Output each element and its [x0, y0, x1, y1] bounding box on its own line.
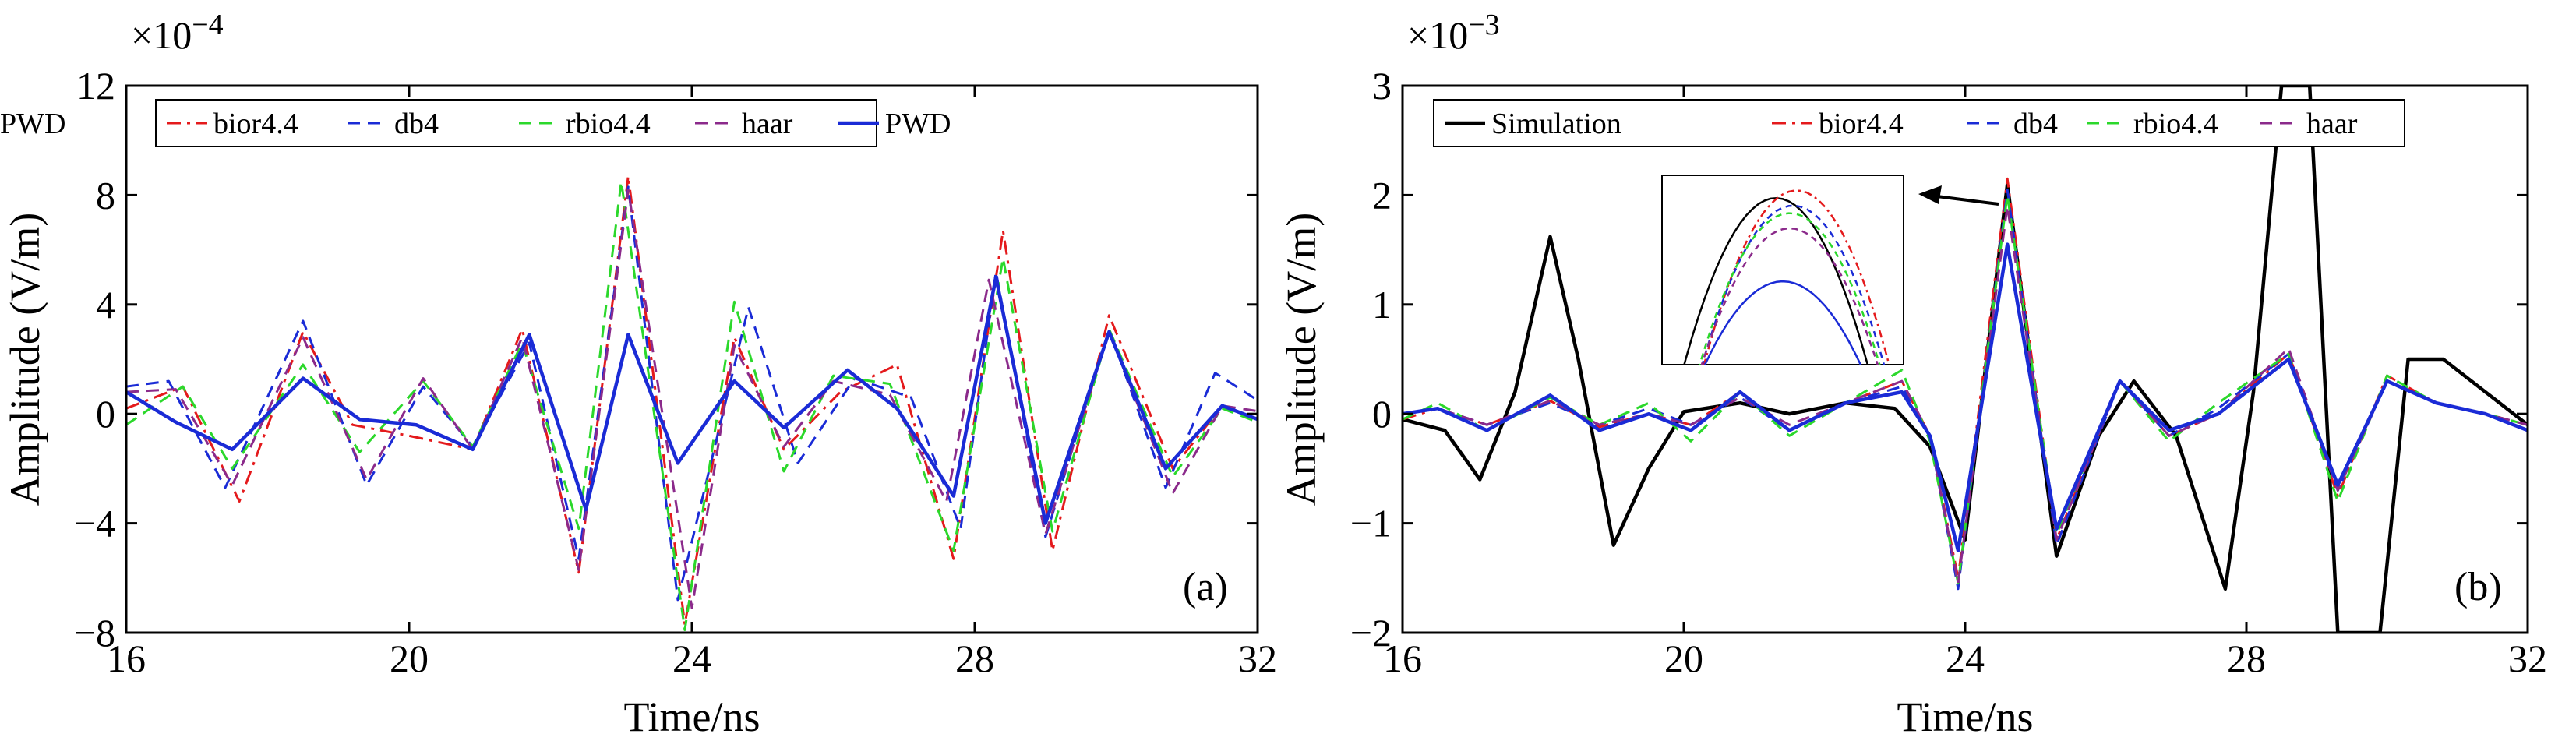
series-group — [1403, 86, 2528, 633]
y-tick-label: 1 — [1372, 283, 1392, 326]
legend-label: db4 — [2013, 108, 2058, 140]
legend-label: PWD — [0, 108, 65, 140]
x-tick-label: 32 — [1238, 637, 1277, 680]
legend-label: db4 — [394, 108, 439, 140]
series-group — [126, 175, 1258, 631]
x-axis-label: Time/ns — [623, 693, 760, 740]
y-tick-label: −8 — [74, 611, 115, 654]
legend-label: haar — [2306, 108, 2358, 140]
inset-arrowhead — [1918, 185, 1942, 204]
panel-label: (a) — [1183, 565, 1228, 609]
panel-a: 16 20 24 28 32 −8 −4 0 4 8 12 Time/ns Amplitude (V/m… — [2, 9, 1277, 740]
series-line-rbio4-4 — [1403, 193, 2528, 585]
legend-label: rbio4.4 — [566, 108, 651, 140]
y-tick-label: 2 — [1372, 173, 1392, 217]
y-tick-label: 3 — [1372, 64, 1392, 108]
axis-exponent: ×10−3 — [1407, 9, 1500, 57]
legend-label: haar — [742, 108, 793, 140]
inset-line-db4 — [1701, 204, 1886, 365]
inset-series — [1683, 189, 1890, 365]
series-line-simulation — [1403, 86, 2528, 633]
series-line-bior4-4 — [126, 175, 1258, 626]
y-axis-label: Amplitude (V/m) — [2, 213, 48, 506]
x-tick-label: 16 — [107, 637, 146, 680]
y-tick-label: 8 — [96, 173, 115, 217]
x-tick-label: 16 — [1383, 637, 1422, 680]
x-tick-label: 24 — [672, 637, 711, 680]
axis-exponent: ×10−4 — [131, 9, 224, 57]
x-tick-label: 28 — [955, 637, 994, 680]
x-tick-label: 32 — [2508, 637, 2547, 680]
plot-frame — [1401, 84, 2529, 634]
inset-line-bior4-4 — [1703, 189, 1890, 365]
inset-line-simulation — [1683, 196, 1869, 365]
y-tick-label: −4 — [74, 502, 115, 545]
x-tick-label: 28 — [2227, 637, 2266, 680]
series-line-rbio4-4 — [126, 180, 1258, 631]
y-tick-label: 0 — [1372, 392, 1392, 436]
series-line-bior4-4 — [1403, 177, 2528, 580]
y-axis-label: Amplitude (V/m) — [1278, 213, 1325, 506]
legend-label: rbio4.4 — [2133, 108, 2218, 140]
x-tick-label: 24 — [1946, 637, 1985, 680]
legend-label: Simulation — [1491, 108, 1621, 140]
inset-arrow — [1930, 194, 1999, 206]
inset-line-pwd — [1703, 280, 1862, 365]
legend: bior4.4 db4 rbio4.4 haar PWD — [155, 99, 951, 147]
legend: Simulation bior4.4 db4 rbio4.4 haar PWD — [0, 99, 2405, 147]
y-tick-label: 4 — [96, 283, 115, 326]
series-line-pwd — [126, 275, 1258, 525]
legend-label: PWD — [885, 108, 951, 140]
inset-frame — [1661, 175, 1904, 365]
x-tick-label: 20 — [390, 637, 429, 680]
zoom-inset — [1661, 175, 1999, 365]
legend-label: bior4.4 — [1819, 108, 1904, 140]
series-line-haar — [1403, 204, 2528, 585]
x-axis-label: Time/ns — [1897, 693, 2033, 740]
series-line-pwd — [1403, 242, 2528, 552]
legend-label: bior4.4 — [213, 108, 298, 140]
inset-line-rbio4-4 — [1699, 212, 1881, 365]
legend-box — [1433, 99, 2405, 147]
y-tick-label: 12 — [76, 64, 115, 108]
x-tick-label: 20 — [1664, 637, 1703, 680]
inset-line-haar — [1700, 227, 1879, 365]
y-tick-label: 0 — [96, 392, 115, 436]
panel-label: (b) — [2454, 565, 2502, 609]
y-tick-label: −2 — [1350, 611, 1392, 654]
y-tick-label: −1 — [1350, 502, 1392, 545]
plot-frame — [125, 84, 1259, 634]
